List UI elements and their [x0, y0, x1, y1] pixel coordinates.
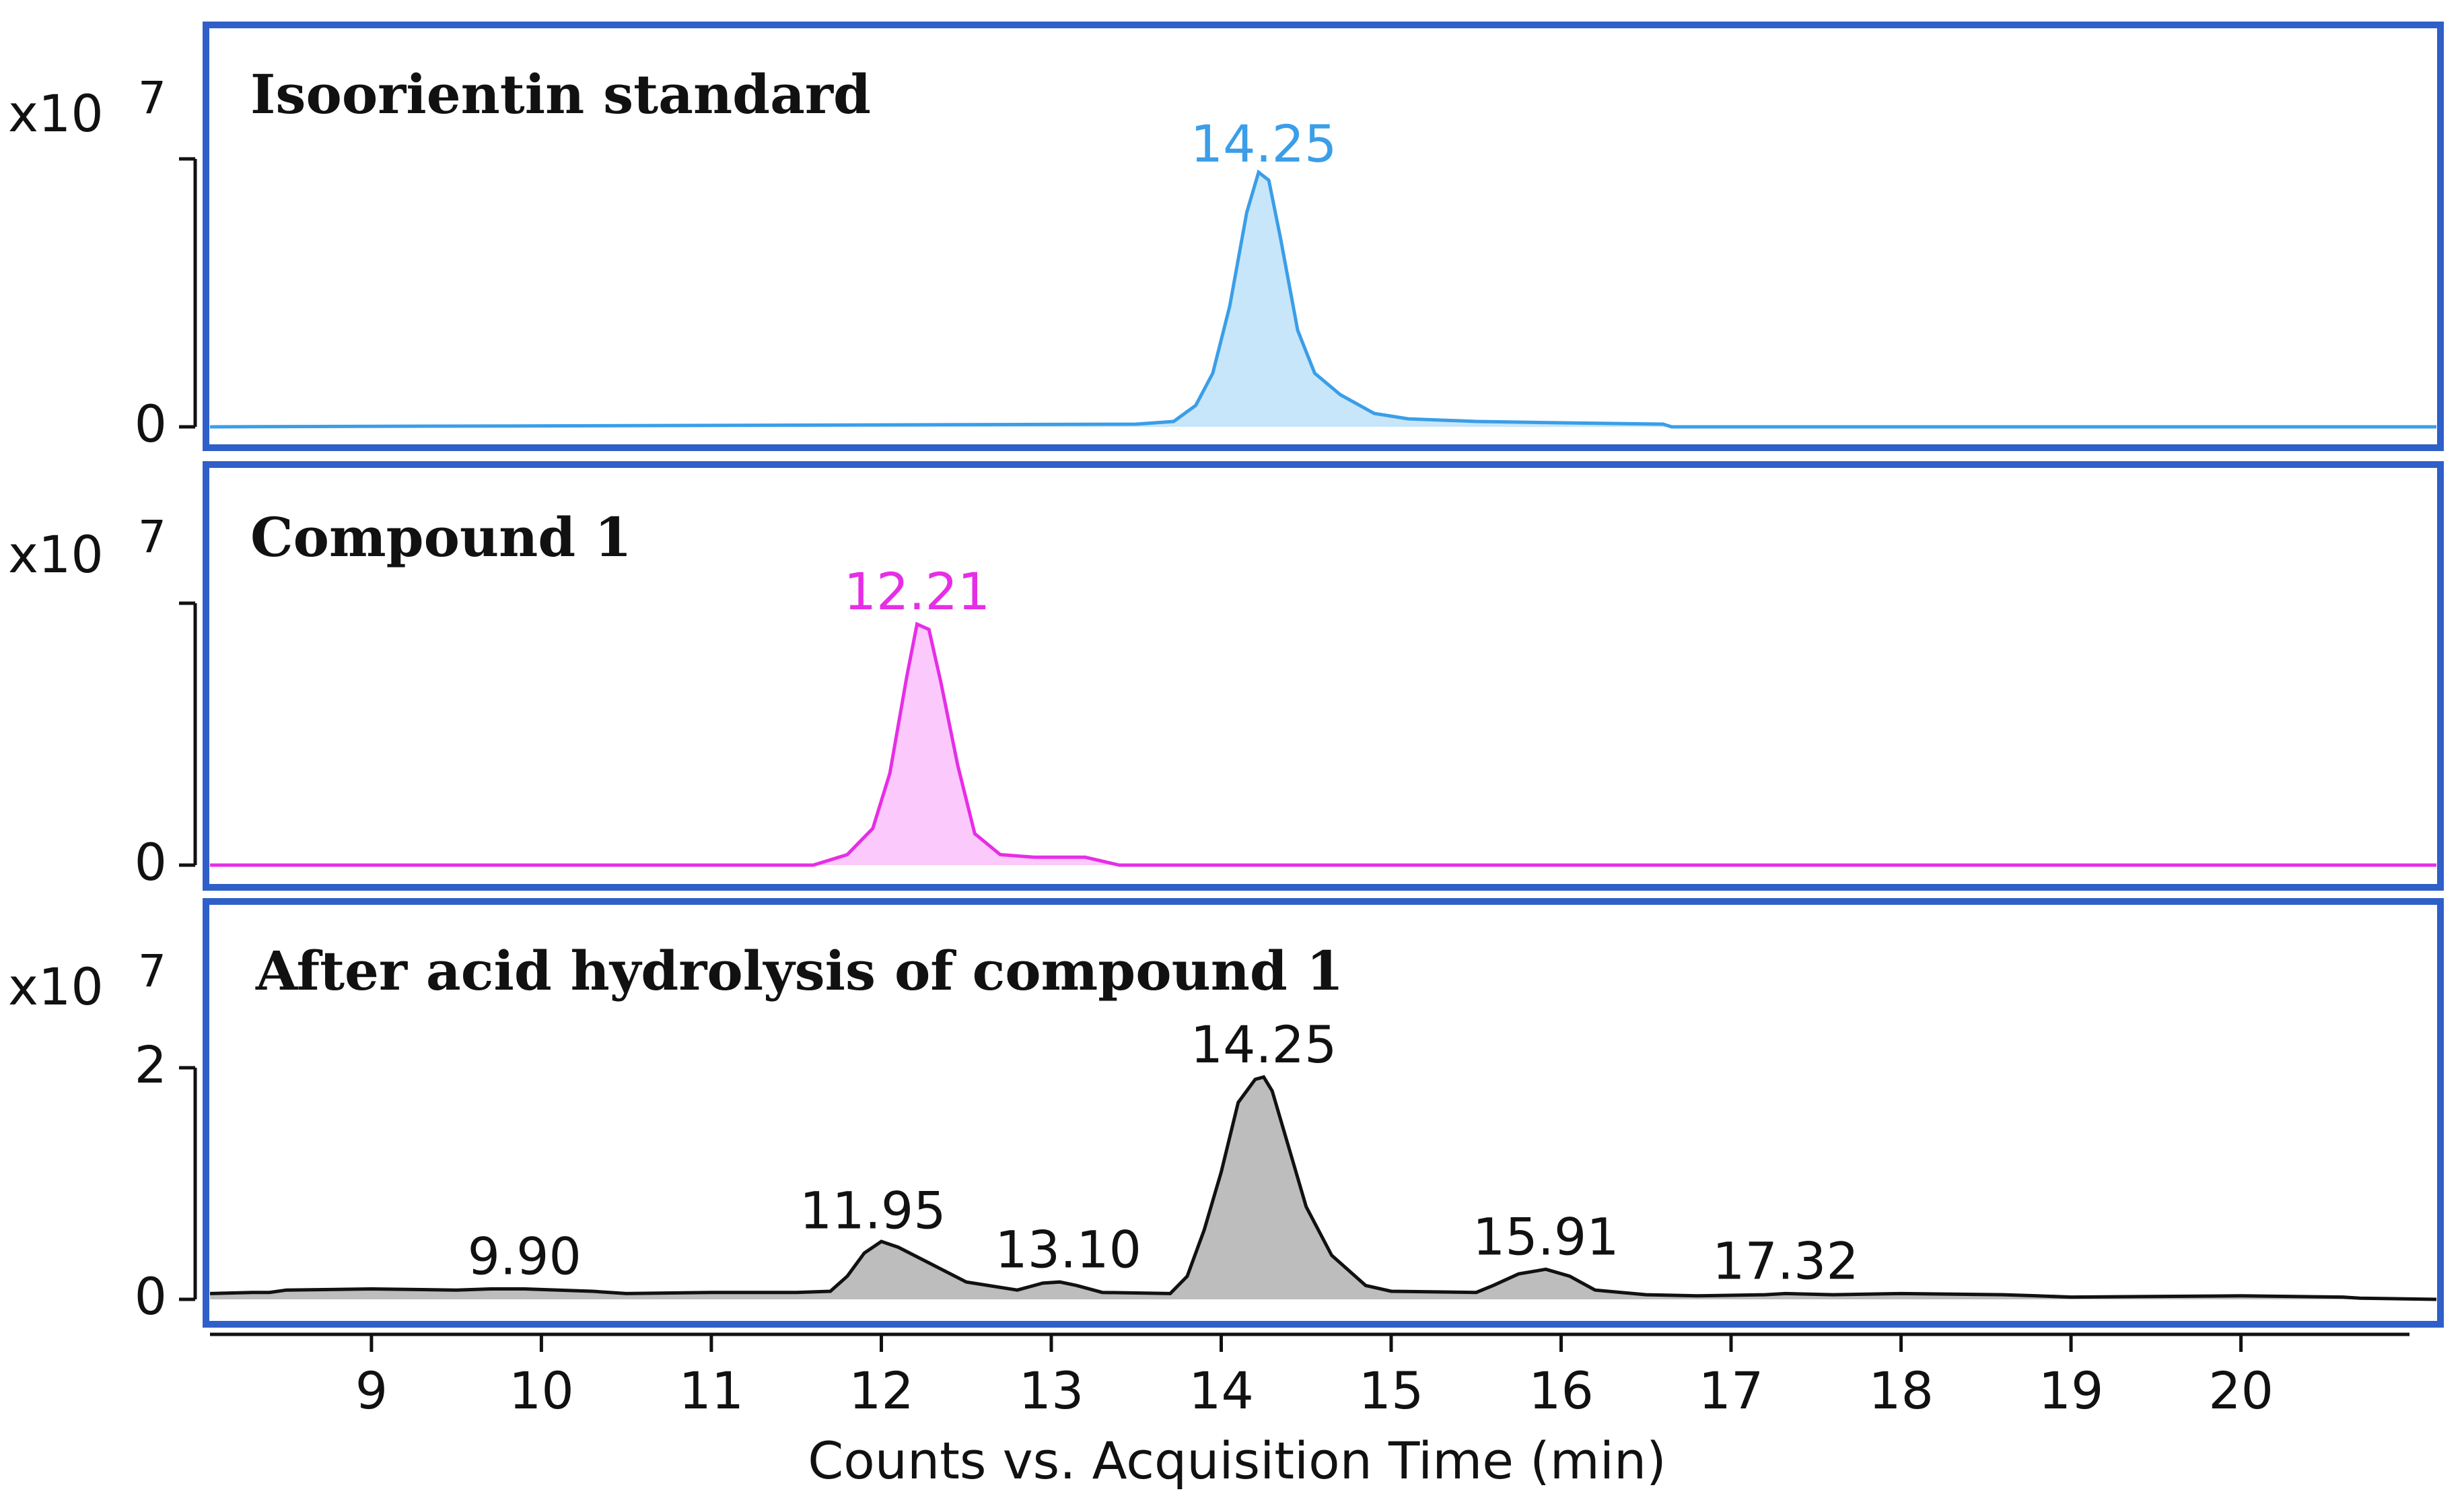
x-axis: 9 10 11 12 13 14 15 16 17 18 19 20 Count… [210, 1332, 2409, 1491]
y-multiplier-base: x10 [8, 524, 104, 584]
panel-title: Isoorientin standard [250, 63, 871, 126]
peak-label-12-21: 12.21 [844, 561, 991, 621]
x-tick-label-15: 15 [1359, 1361, 1424, 1421]
y-tick-label-0: 0 [135, 394, 167, 454]
trace-line [210, 621, 2436, 867]
peak-label-14-25: 14.25 [1191, 1015, 1337, 1074]
panel-compound-1: Compound 1 x10 7 0 12.21 [8, 461, 2444, 892]
x-tick-label-13: 13 [1019, 1361, 1084, 1421]
trace-line [209, 169, 2436, 429]
x-tick-label-16: 16 [1528, 1361, 1594, 1421]
x-tick-label-17: 17 [1699, 1361, 1764, 1421]
y-tick-label-0: 0 [135, 1266, 167, 1326]
x-tick-label-11: 11 [679, 1361, 744, 1421]
x-tick-label-9: 9 [355, 1361, 388, 1421]
panel-title: After acid hydrolysis of compound 1 [255, 939, 1343, 1002]
panel-frame [203, 461, 2444, 891]
panel-acid-hydrolysis: After acid hydrolysis of compound 1 x10 … [8, 898, 2444, 1328]
y-tick-label-2: 2 [135, 1035, 167, 1095]
peak-label-14-25: 14.25 [1191, 114, 1337, 174]
panel-isoorientin-standard: Isoorientin standard x10 7 0 14.25 [8, 22, 2444, 454]
x-tick-label-14: 14 [1189, 1361, 1254, 1421]
peak-label-11-95: 11.95 [800, 1181, 946, 1241]
peak-label-17-32: 17.32 [1712, 1231, 1859, 1291]
x-tick-label-12: 12 [849, 1361, 914, 1421]
panel-frame [203, 898, 2444, 1328]
y-multiplier-exponent: 7 [138, 72, 166, 124]
panel-frame [203, 22, 2444, 451]
x-tick-label-20: 20 [2208, 1361, 2274, 1421]
peak-label-15-91: 15.91 [1473, 1206, 1619, 1266]
trace-line [209, 1074, 2437, 1301]
x-axis-title: Counts vs. Acquisition Time (min) [808, 1431, 1666, 1491]
y-multiplier-exponent: 7 [138, 511, 166, 563]
y-multiplier-base: x10 [8, 957, 104, 1017]
panel-title: Compound 1 [250, 506, 632, 569]
peak-label-13-10: 13.10 [995, 1220, 1141, 1280]
y-multiplier-base: x10 [8, 83, 104, 143]
x-tick-label-18: 18 [1868, 1361, 1934, 1421]
y-multiplier-exponent: 7 [138, 945, 166, 997]
x-tick-label-19: 19 [2039, 1361, 2104, 1421]
peak-label-9-90: 9.90 [468, 1227, 582, 1287]
y-tick-label-0: 0 [135, 832, 167, 892]
peak-area-fill [210, 1077, 2436, 1299]
x-tick-label-10: 10 [509, 1361, 574, 1421]
